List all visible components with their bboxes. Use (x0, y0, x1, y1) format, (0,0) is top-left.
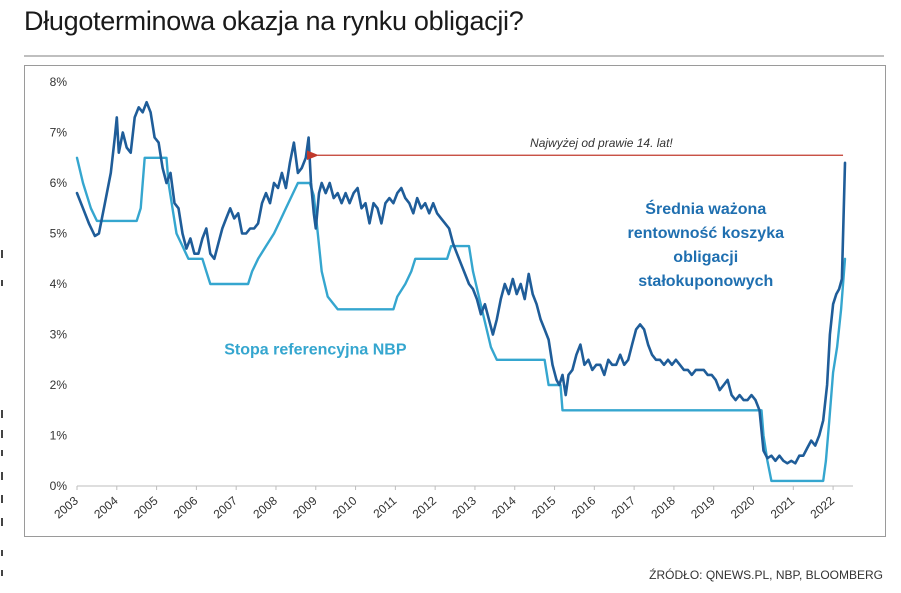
x-tick-label: 2009 (290, 493, 320, 521)
y-tick-label: 3% (50, 328, 68, 342)
x-tick-label: 2008 (250, 493, 280, 521)
x-tick-label: 2019 (688, 493, 718, 521)
x-tick-label: 2018 (648, 493, 678, 521)
page-title: Długoterminowa okazja na rynku obligacji… (24, 6, 524, 36)
yield-series-label: stałokuponowych (638, 273, 773, 290)
y-tick-label: 2% (50, 378, 68, 392)
x-tick-label: 2014 (489, 493, 519, 521)
edge-fragment (1, 250, 3, 576)
y-tick-label: 4% (50, 277, 68, 291)
x-tick-label: 2016 (569, 493, 599, 521)
y-tick-label: 8% (50, 75, 68, 89)
x-tick-label: 2004 (91, 493, 121, 521)
yield-series-label: rentowność koszyka (628, 225, 785, 242)
y-tick-label: 6% (50, 176, 68, 190)
x-tick-label: 2017 (609, 493, 639, 521)
y-tick-label: 7% (50, 126, 68, 140)
y-tick-label: 0% (50, 479, 68, 493)
x-tick-label: 2015 (529, 493, 559, 521)
y-tick-label: 5% (50, 227, 68, 241)
x-tick-label: 2003 (51, 493, 81, 521)
x-tick-label: 2010 (330, 493, 360, 521)
arrow-annotation: Najwyżej od prawie 14. lat! (530, 136, 673, 150)
yield-series-label: Średnia ważona (645, 199, 766, 218)
x-tick-label: 2007 (211, 493, 241, 521)
rate-series-line (75, 156, 847, 483)
x-tick-label: 2011 (371, 493, 400, 521)
yield-series-label: obligacji (673, 249, 738, 266)
rate-series-label: Stopa referencyjna NBP (224, 342, 407, 359)
chart-frame: 0% 1% 2% 3% 4% 5% 6% 7% 8% 2003 2004 2005 2006 2007 20… (24, 65, 886, 537)
x-tick-label: 2022 (808, 493, 838, 521)
x-tick-label: 2020 (728, 493, 758, 521)
source-note: ŹRÓDŁO: QNEWS.PL, NBP, BLOOMBERG (649, 568, 883, 582)
x-tick-label: 2005 (131, 493, 161, 521)
y-tick-label: 1% (50, 429, 68, 443)
x-tick-label: 2012 (410, 493, 440, 521)
x-tick-label: 2021 (768, 493, 798, 521)
x-tick-label: 2013 (449, 493, 479, 521)
yield-chart: 0% 1% 2% 3% 4% 5% 6% 7% 8% 2003 2004 2005 2006 2007 20… (50, 75, 853, 521)
yield-series-line (75, 100, 847, 465)
title-divider (24, 55, 884, 57)
x-tick-label: 2006 (171, 493, 201, 521)
